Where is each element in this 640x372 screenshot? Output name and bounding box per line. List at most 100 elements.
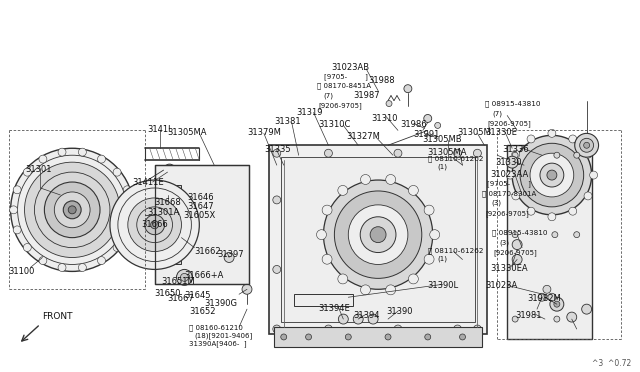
Circle shape (512, 316, 518, 322)
Circle shape (424, 205, 434, 215)
Text: 31394: 31394 (353, 311, 380, 320)
Text: (3): (3) (492, 200, 501, 206)
Text: [9206-9705]: [9206-9705] (485, 210, 529, 217)
Text: [9206-9705]: [9206-9705] (493, 250, 537, 256)
Circle shape (573, 152, 580, 158)
Text: 31394E: 31394E (319, 304, 350, 313)
Circle shape (273, 325, 281, 333)
Text: 31305M: 31305M (458, 128, 492, 137)
Circle shape (145, 208, 159, 222)
Circle shape (79, 264, 86, 272)
Circle shape (10, 206, 17, 214)
Bar (281, 157, 476, 322)
Bar (155, 165, 249, 284)
Text: (7): (7) (323, 93, 333, 99)
Circle shape (527, 135, 535, 143)
Bar (164, 248, 179, 262)
Circle shape (44, 182, 100, 238)
Circle shape (538, 293, 546, 301)
Text: [9206-9705]: [9206-9705] (487, 121, 531, 127)
Text: 31330: 31330 (495, 158, 522, 167)
Circle shape (474, 149, 481, 157)
Text: 31379M: 31379M (247, 128, 281, 137)
Circle shape (424, 115, 432, 122)
Circle shape (554, 152, 560, 158)
Text: 31981: 31981 (515, 311, 541, 320)
Text: 3141l: 3141l (148, 125, 171, 134)
Circle shape (127, 206, 135, 214)
Circle shape (550, 297, 564, 311)
Circle shape (23, 168, 31, 176)
Text: 31991: 31991 (413, 130, 439, 140)
Circle shape (543, 285, 551, 293)
Text: ⓜ 08915-43810: ⓜ 08915-43810 (492, 230, 548, 236)
Circle shape (63, 201, 81, 219)
Text: 31335: 31335 (264, 145, 291, 154)
Circle shape (567, 312, 577, 322)
Circle shape (370, 227, 386, 243)
Text: (18)[9201-9406]: (18)[9201-9406] (195, 332, 253, 339)
Circle shape (460, 334, 465, 340)
Circle shape (322, 254, 332, 264)
Circle shape (334, 191, 422, 278)
Circle shape (386, 285, 396, 295)
Circle shape (512, 192, 520, 200)
Text: 31381: 31381 (274, 118, 300, 126)
Circle shape (547, 170, 557, 180)
Circle shape (506, 156, 518, 168)
Circle shape (527, 207, 535, 215)
Text: (7): (7) (492, 110, 502, 117)
Text: (1): (1) (438, 256, 447, 262)
Circle shape (23, 244, 31, 251)
Circle shape (348, 205, 408, 264)
Circle shape (353, 314, 363, 324)
Circle shape (408, 185, 419, 195)
Circle shape (506, 171, 514, 179)
Circle shape (454, 325, 461, 333)
Bar (269, 145, 487, 334)
Circle shape (273, 149, 281, 157)
Circle shape (124, 226, 131, 234)
Circle shape (360, 217, 396, 253)
Circle shape (386, 174, 396, 185)
Bar (161, 225, 182, 245)
Circle shape (554, 316, 560, 322)
Circle shape (512, 254, 522, 264)
Circle shape (474, 325, 481, 333)
Circle shape (454, 149, 461, 157)
Text: 31330E: 31330E (485, 128, 517, 137)
Circle shape (408, 274, 419, 284)
Circle shape (404, 85, 412, 93)
Text: ^3  ^0.72: ^3 ^0.72 (591, 359, 631, 368)
Circle shape (540, 163, 564, 187)
Text: 31023A: 31023A (485, 281, 518, 290)
Bar (164, 228, 179, 242)
Circle shape (273, 266, 281, 273)
Circle shape (58, 148, 66, 156)
Circle shape (177, 269, 193, 285)
Text: 31645: 31645 (184, 291, 211, 300)
Text: [9705-        ]: [9705- ] (324, 73, 369, 80)
Text: 31310C: 31310C (319, 121, 351, 129)
Text: 31662: 31662 (195, 247, 221, 256)
Circle shape (339, 314, 348, 324)
Circle shape (124, 186, 131, 194)
Circle shape (24, 162, 120, 257)
Circle shape (575, 134, 598, 157)
Text: 31336: 31336 (502, 145, 529, 154)
Circle shape (338, 274, 348, 284)
Bar (161, 245, 182, 264)
Text: Ⓑ 08170-8301A: Ⓑ 08170-8301A (483, 190, 536, 196)
Circle shape (512, 232, 518, 238)
Circle shape (164, 164, 175, 176)
Circle shape (281, 334, 287, 340)
Text: 31646: 31646 (188, 193, 214, 202)
Text: 31668: 31668 (155, 198, 181, 207)
Circle shape (317, 230, 326, 240)
Text: Ⓑ 08160-61210: Ⓑ 08160-61210 (189, 324, 243, 331)
Text: 31667: 31667 (168, 294, 195, 303)
Circle shape (148, 212, 155, 218)
Text: 31301: 31301 (26, 165, 52, 174)
Circle shape (360, 174, 371, 185)
Circle shape (584, 192, 592, 200)
